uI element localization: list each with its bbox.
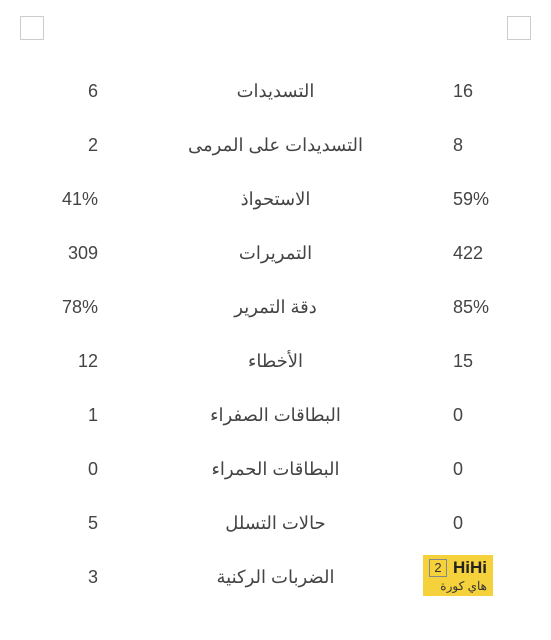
stat-left-value: 15 [453,351,533,372]
stat-right-value: 12 [18,351,98,372]
stat-label: الأخطاء [98,351,453,372]
stat-row: 15الأخطاء12 [18,334,533,388]
watermark-brand: HiHi [453,558,487,578]
watermark-brand-number: 2 [429,559,447,577]
stat-row: 16التسديدات6 [18,64,533,118]
stat-label: البطاقات الصفراء [98,405,453,426]
stat-label: الاستحواذ [98,189,453,210]
stat-label: التسديدات على المرمى [98,135,453,156]
stat-row: 59%الاستحواذ41% [18,172,533,226]
stat-right-value: 1 [18,405,98,426]
stat-left-value: 0 [453,513,533,534]
stat-right-value: 0 [18,459,98,480]
stat-row: 0حالات التسلل5 [18,496,533,550]
stat-right-value: 6 [18,81,98,102]
stat-left-value: 59% [453,189,533,210]
stats-list: 16التسديدات68التسديدات على المرمى259%الا… [18,64,533,604]
stat-left-value: 422 [453,243,533,264]
stat-right-value: 309 [18,243,98,264]
stat-label: التمريرات [98,243,453,264]
stat-right-value: 3 [18,567,98,588]
stat-row: 85%دقة التمرير78% [18,280,533,334]
watermark-brand-line: HiHi 2 [429,558,487,578]
stat-left-value: 16 [453,81,533,102]
stat-label: حالات التسلل [98,513,453,534]
team-right-logo-placeholder [20,16,44,40]
stat-label: التسديدات [98,81,453,102]
watermark-badge: HiHi 2 هاي كورة [423,555,493,596]
stat-label: دقة التمرير [98,297,453,318]
stat-row: 0البطاقات الحمراء0 [18,442,533,496]
stat-row: 8التسديدات على المرمى2 [18,118,533,172]
stat-left-value: 85% [453,297,533,318]
teams-header-row [18,16,533,40]
team-left-logo-placeholder [507,16,531,40]
stat-label: الضربات الركنية [98,567,453,588]
stat-left-value: 0 [453,459,533,480]
stat-label: البطاقات الحمراء [98,459,453,480]
stat-row: 0البطاقات الصفراء1 [18,388,533,442]
stat-right-value: 5 [18,513,98,534]
stat-right-value: 41% [18,189,98,210]
watermark-tagline: هاي كورة [429,579,487,593]
stat-row: 422التمريرات309 [18,226,533,280]
stat-left-value: 0 [453,405,533,426]
match-stats-container: 16التسديدات68التسديدات على المرمى259%الا… [0,0,551,620]
stat-right-value: 78% [18,297,98,318]
stat-right-value: 2 [18,135,98,156]
stat-left-value: 8 [453,135,533,156]
